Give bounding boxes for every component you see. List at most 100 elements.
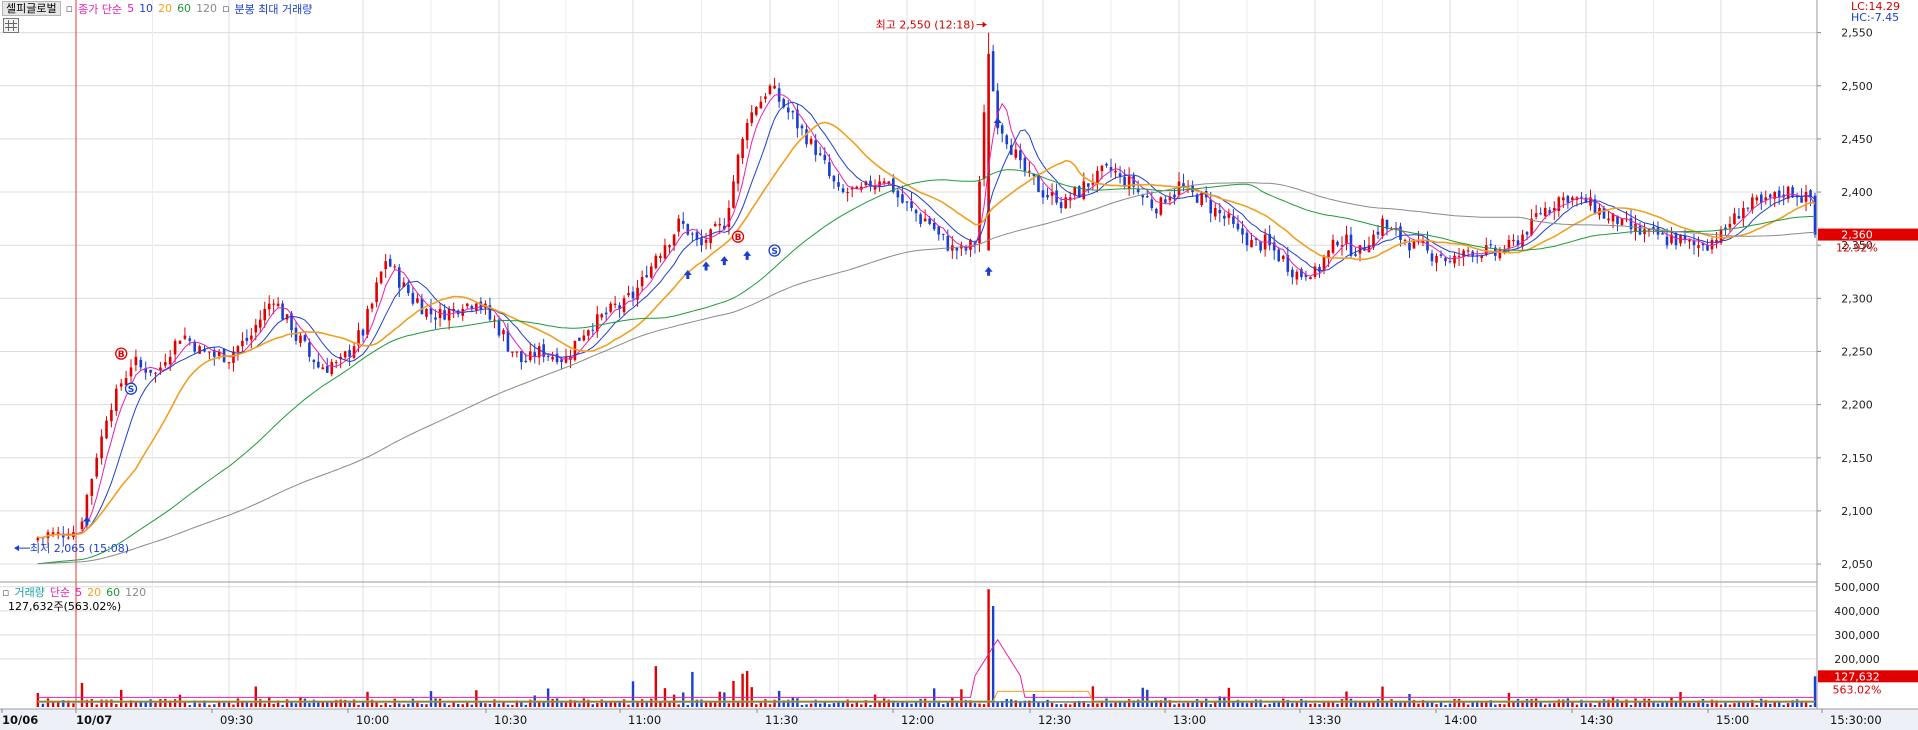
candle-body <box>1430 253 1434 262</box>
candle-body <box>1733 213 1736 225</box>
volume-bar <box>1692 703 1696 707</box>
candle-body <box>1313 266 1317 277</box>
volume-bar <box>837 701 840 707</box>
volume-bar <box>1584 703 1588 707</box>
volume-bar <box>1376 699 1380 707</box>
volume-bar <box>960 689 963 707</box>
volume-bar <box>1786 703 1790 707</box>
volume-bar <box>982 704 986 707</box>
volume-bar <box>375 701 378 707</box>
candle-body <box>343 351 347 358</box>
volume-bar <box>1525 699 1529 707</box>
candle-body <box>1046 194 1049 198</box>
candle-body <box>139 359 143 368</box>
volume-ma-line <box>37 638 1815 698</box>
candle-body <box>618 305 621 309</box>
candle-body <box>411 292 415 304</box>
volume-bar <box>488 704 492 707</box>
volume-bar <box>1064 703 1067 707</box>
volume-bar <box>1109 703 1113 707</box>
volume-bar <box>560 700 563 707</box>
volume-bar <box>631 681 635 707</box>
candle-body <box>511 351 514 353</box>
candle-body <box>1118 173 1122 177</box>
volume-bar <box>1001 701 1004 707</box>
volume-bar <box>732 680 735 707</box>
candle-body <box>773 85 776 89</box>
volume-bar <box>910 703 913 707</box>
time-axis-label: 11:30 <box>765 713 798 727</box>
grid-toggle-button[interactable] <box>3 18 19 33</box>
volume-bar <box>1430 700 1434 707</box>
volume-bar <box>1091 686 1095 707</box>
volume-bar <box>636 701 639 707</box>
volume-bar <box>1313 703 1317 707</box>
volume-bar <box>1791 700 1794 707</box>
ma-10-line <box>37 101 1816 538</box>
volume-bar <box>379 705 383 707</box>
volume-bar <box>1760 698 1763 707</box>
volume-bar <box>1214 701 1217 707</box>
volume-bar <box>1403 701 1407 707</box>
candle-body <box>718 223 722 226</box>
candle-body <box>1611 213 1615 222</box>
candle-body <box>700 238 703 246</box>
candle-body <box>227 362 231 364</box>
volume-bar <box>213 704 216 707</box>
candle-body <box>755 107 758 115</box>
volume-bar <box>1764 699 1767 707</box>
max-volume-label: 분봉 최대 거래량 <box>234 2 313 16</box>
volume-bar <box>1719 704 1723 707</box>
candle-body <box>393 266 397 268</box>
candle-body <box>1759 194 1763 203</box>
volume-bar <box>1462 700 1465 707</box>
candle-body <box>1786 186 1790 199</box>
volume-bar <box>443 703 446 707</box>
volume-bar <box>370 699 374 707</box>
stock-name[interactable]: 셀피글로벌 <box>2 1 61 16</box>
volume-bar <box>659 700 662 707</box>
candle-body <box>1073 186 1077 196</box>
volume-bar <box>361 701 365 707</box>
candle-body <box>1322 255 1326 271</box>
volume-bar <box>1381 686 1384 707</box>
candle-body <box>1009 145 1013 155</box>
candle-body <box>1688 239 1691 242</box>
time-axis-label: 10/07 <box>76 713 112 727</box>
volume-bar <box>1643 698 1646 707</box>
volume-bar <box>1489 700 1492 707</box>
volume-bar <box>1123 702 1126 707</box>
candle-body <box>1367 245 1371 253</box>
candle-body <box>828 162 831 177</box>
candle-body <box>654 255 658 269</box>
time-axis-label: 11:00 <box>628 713 661 727</box>
candle-body <box>551 356 554 360</box>
candle-body <box>1665 236 1669 246</box>
candle-body <box>308 342 311 357</box>
candle-body <box>290 313 293 331</box>
volume-bar <box>686 704 689 707</box>
time-axis-label: 13:00 <box>1173 713 1206 727</box>
volume-bar <box>1566 698 1570 707</box>
volume-bar <box>723 692 726 707</box>
volume-bar <box>782 700 785 707</box>
candle-body <box>294 327 298 341</box>
volume-bar <box>1394 701 1398 707</box>
candle-body <box>640 277 644 287</box>
candle-body <box>493 319 496 321</box>
volume-bar <box>1512 701 1515 707</box>
candle-body <box>1245 232 1249 246</box>
price-legend: 셀피글로벌 ▫ 종가 단순 5 10 20 60 120 ▫ 분봉 최대 거래량 <box>2 1 317 16</box>
volume-bar <box>1598 700 1601 707</box>
candle-body <box>736 154 740 184</box>
candle-body <box>203 348 206 352</box>
candle-body <box>991 51 995 92</box>
volume-bar <box>942 704 945 707</box>
volume-bar <box>704 701 708 707</box>
volume-bar <box>1688 703 1691 707</box>
price-tick-label: 2,200 <box>1841 399 1873 412</box>
volume-bar <box>479 702 483 707</box>
volume-bar <box>764 699 767 707</box>
volume-bar <box>551 698 554 707</box>
